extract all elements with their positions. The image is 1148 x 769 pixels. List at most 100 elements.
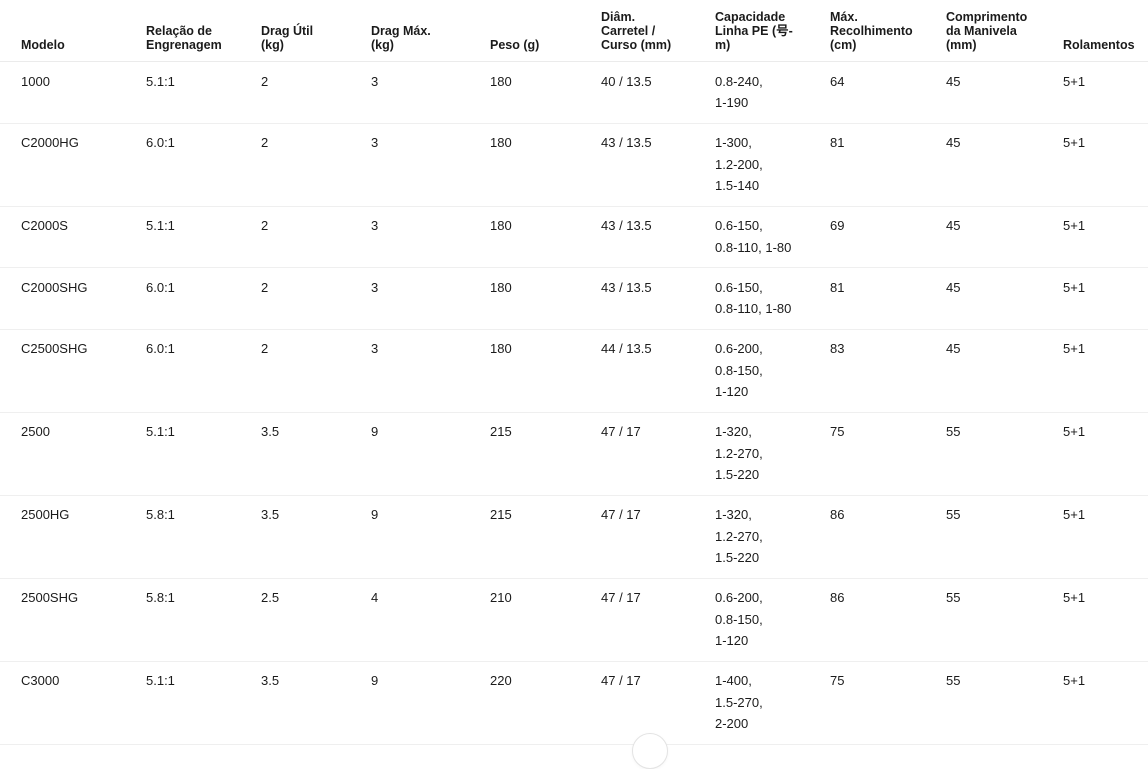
column-header-line: Carretel / (601, 24, 656, 38)
column-header-drag-util: Drag Útil (kg) (261, 0, 371, 62)
table-row: C2500SHG 6.0:1 2 3 180 44 / 13.5 0.6-200, 0.8-1… (0, 329, 1148, 413)
column-header-line: Curso (mm) (601, 38, 672, 52)
cell-drag-util: 2 (261, 123, 371, 207)
table-row: 1000 5.1:1 2 3 180 40 / 13.5 0.8-240, 1-190 64 45… (0, 61, 1148, 124)
column-header-peso: Peso (g) (490, 0, 601, 62)
cell-relacao: 6.0:1 (146, 329, 261, 413)
column-header-line: m) (715, 38, 731, 52)
cell-line: 0.6-150, (715, 279, 763, 295)
cell-drag-util: 3.5 (261, 495, 371, 579)
cell-capacidade: 0.6-150, 0.8-110, 1-80 (715, 267, 830, 330)
cell-line: 1.2-200, (715, 156, 763, 172)
cell-drag-util: 3.5 (261, 412, 371, 496)
cell-line: 1.5-140 (715, 178, 760, 193)
column-header-line: Diâm. (601, 10, 636, 24)
cell-drag-max: 9 (371, 412, 490, 496)
cell-line: 0.6-150, (715, 218, 763, 233)
cell-recolhimento: 83 (830, 329, 946, 413)
table-row: C2000SHG 6.0:1 2 3 180 43 / 13.5 0.6-150, 0.8-1… (0, 267, 1148, 330)
cell-manivela: 55 (946, 412, 1063, 496)
cell-relacao: 5.1:1 (146, 412, 261, 496)
cell-recolhimento: 86 (830, 578, 946, 662)
cell-recolhimento: 69 (830, 206, 946, 268)
cell-drag-util: 3.5 (261, 661, 371, 745)
cell-manivela: 45 (946, 123, 1063, 207)
cell-drag-max: 3 (371, 329, 490, 413)
cell-modelo: 2500 (0, 412, 146, 496)
cell-line: 2-200 (715, 716, 749, 731)
cell-drag-util: 2.5 (261, 578, 371, 662)
cell-diam-carretel: 47 / 17 (601, 495, 715, 579)
cell-diam-carretel: 43 / 13.5 (601, 267, 715, 330)
cell-peso: 215 (490, 495, 601, 579)
column-header-drag-max: Drag Máx. (kg) (371, 0, 490, 62)
cell-drag-util: 2 (261, 206, 371, 268)
cell-rolamentos: 5+1 (1063, 495, 1148, 579)
cell-line: 1-190 (715, 95, 749, 110)
cell-line: 0.8-110, 1-80 (715, 239, 792, 255)
cell-capacidade: 1-400, 1.5-270, 2-200 (715, 661, 830, 745)
column-header-manivela: Comprimento da Manivela (mm) (946, 0, 1063, 62)
column-header-capacidade: Capacidade Linha PE (号-m) (715, 0, 830, 62)
cell-line: 1.2-270, (715, 445, 763, 461)
cell-relacao: 6.0:1 (146, 267, 261, 330)
column-header-line: (kg) (371, 38, 394, 52)
cell-recolhimento: 86 (830, 495, 946, 579)
cell-line: 1.2-270, (715, 528, 763, 544)
column-header-line: Máx. (830, 10, 858, 24)
cell-manivela: 55 (946, 495, 1063, 579)
cell-capacidade: 0.6-150, 0.8-110, 1-80 (715, 206, 830, 268)
cell-drag-max: 4 (371, 578, 490, 662)
cell-modelo: C2000SHG (0, 267, 146, 330)
cell-drag-max: 3 (371, 267, 490, 330)
cell-peso: 180 (490, 61, 601, 124)
cell-manivela: 55 (946, 661, 1063, 745)
cell-diam-carretel: 47 / 17 (601, 412, 715, 496)
cell-diam-carretel: 47 / 17 (601, 578, 715, 662)
cell-rolamentos: 5+1 (1063, 329, 1148, 413)
cell-capacidade: 1-300, 1.2-200, 1.5-140 (715, 123, 830, 207)
cell-capacidade: 0.6-200, 0.8-150, 1-120 (715, 578, 830, 662)
column-header-line: Capacidade (715, 10, 786, 24)
cell-peso: 180 (490, 123, 601, 207)
cell-modelo: C2000S (0, 206, 146, 268)
cell-peso: 210 (490, 578, 601, 662)
cell-manivela: 45 (946, 61, 1063, 124)
cell-rolamentos: 5+1 (1063, 412, 1148, 496)
column-header-relacao: Relação de Engrenagem (146, 0, 261, 62)
cell-line: 0.8-150, (715, 362, 763, 378)
cell-rolamentos: 5+1 (1063, 123, 1148, 207)
cell-line: 1.5-220 (715, 550, 760, 565)
cell-peso: 215 (490, 412, 601, 496)
table-row: 2500 5.1:1 3.5 9 215 47 / 17 1-320, 1.2-270, 1.5… (0, 412, 1148, 496)
cell-diam-carretel: 47 / 17 (601, 661, 715, 745)
cell-recolhimento: 75 (830, 661, 946, 745)
cell-line: 0.8-110, 1-80 (715, 301, 792, 316)
cell-modelo: 2500SHG (0, 578, 146, 662)
cell-line: 0.6-200, (715, 341, 763, 356)
cell-capacidade: 0.8-240, 1-190 (715, 61, 830, 124)
cell-diam-carretel: 44 / 13.5 (601, 329, 715, 413)
cell-recolhimento: 81 (830, 267, 946, 330)
cell-capacidade: 1-320, 1.2-270, 1.5-220 (715, 412, 830, 496)
cell-manivela: 45 (946, 329, 1063, 413)
column-header-line: Comprimento (946, 10, 1028, 24)
cell-line: 0.6-200, (715, 590, 763, 605)
column-header-line: Modelo (21, 38, 65, 52)
column-header-line: (mm) (946, 38, 977, 52)
cell-line: 1-320, (715, 507, 752, 522)
column-header-line: Relação de (146, 24, 213, 38)
cell-diam-carretel: 43 / 13.5 (601, 123, 715, 207)
cell-line: 1.5-220 (715, 467, 760, 482)
cell-drag-max: 9 (371, 661, 490, 745)
cell-line: 1-320, (715, 424, 752, 439)
cell-rolamentos: 5+1 (1063, 61, 1148, 124)
cell-drag-util: 2 (261, 61, 371, 124)
scroll-more-button[interactable] (632, 733, 668, 769)
cell-drag-max: 9 (371, 495, 490, 579)
cell-line: 1-300, (715, 135, 752, 150)
cell-line: 1-120 (715, 384, 749, 399)
column-header-modelo: Modelo (0, 0, 146, 62)
cell-drag-util: 2 (261, 267, 371, 330)
column-header-line: Rolamentos (1063, 38, 1135, 52)
